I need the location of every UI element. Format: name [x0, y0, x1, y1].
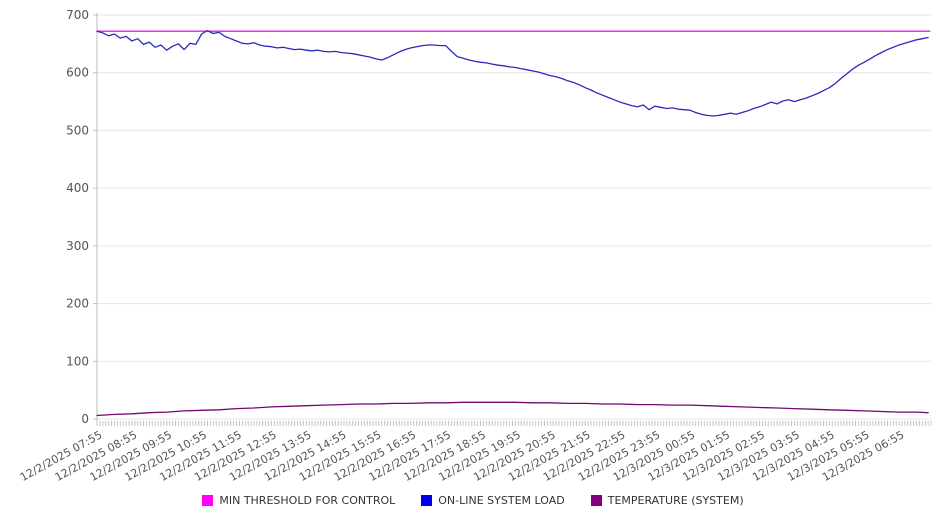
- y-axis-label: 400: [66, 181, 89, 195]
- series-line-on-line-system-load: [96, 29, 929, 117]
- legend-swatch-icon: [202, 495, 214, 506]
- legend-label: TEMPERATURE (SYSTEM): [607, 494, 744, 507]
- series-line-temperature-system: [96, 401, 929, 417]
- y-axis-label: 200: [66, 297, 89, 311]
- y-axis-label: 100: [66, 354, 89, 368]
- legend-item: ON-LINE SYSTEM LOAD: [421, 494, 565, 507]
- legend-item: TEMPERATURE (SYSTEM): [590, 494, 744, 507]
- legend-label: ON-LINE SYSTEM LOAD: [438, 494, 565, 507]
- y-axis-label: 300: [66, 239, 89, 253]
- legend-item: MIN THRESHOLD FOR CONTROL: [202, 494, 395, 507]
- chart-legend: MIN THRESHOLD FOR CONTROL ON-LINE SYSTEM …: [0, 494, 946, 507]
- y-axis-label: 500: [66, 123, 89, 137]
- y-axis-label: 600: [66, 66, 89, 80]
- legend-swatch-icon: [590, 495, 602, 506]
- legend-swatch-icon: [421, 495, 433, 506]
- legend-label: MIN THRESHOLD FOR CONTROL: [219, 494, 396, 507]
- y-axis-label: 0: [81, 412, 89, 426]
- y-axis-label: 700: [66, 8, 89, 22]
